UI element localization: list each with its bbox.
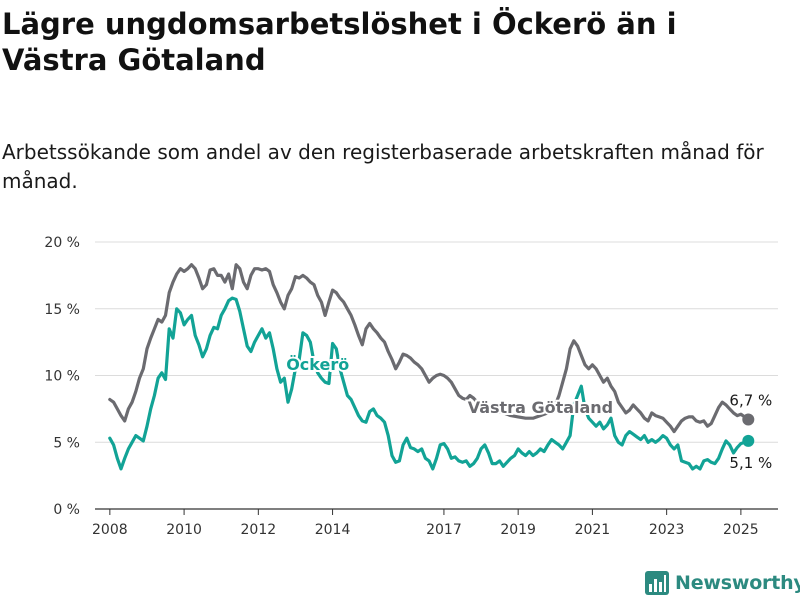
x-tick-label: 2010 bbox=[166, 522, 202, 538]
x-tick-label: 2021 bbox=[575, 522, 611, 538]
x-tick-label: 2019 bbox=[500, 522, 536, 538]
x-tick-label: 2023 bbox=[649, 522, 685, 538]
chart-subtitle: Arbetssökande som andel av den registerb… bbox=[2, 140, 764, 193]
series-line-v-stra-g-taland bbox=[108, 263, 750, 434]
series-endpoint--cker- bbox=[742, 434, 755, 447]
end-value-label-ockero: 5,1 % bbox=[729, 454, 772, 472]
x-tick-label: 2025 bbox=[723, 522, 759, 538]
brand-name: Newsworthy bbox=[675, 572, 800, 594]
x-tick-label: 2014 bbox=[315, 522, 351, 538]
end-value-label-vastra-gotaland: 6,7 % bbox=[729, 392, 772, 410]
y-tick-label: 5 % bbox=[53, 435, 80, 451]
y-tick-label: 15 % bbox=[44, 302, 80, 318]
series-label--cker-: Öckerö bbox=[286, 355, 349, 374]
y-tick-label: 10 % bbox=[44, 369, 80, 385]
series-lines bbox=[108, 263, 750, 471]
y-tick-label: 0 % bbox=[53, 502, 80, 518]
series-labels: Västra Götaland Öckerö 6,7 % 5,1 % bbox=[284, 353, 774, 474]
brand[interactable]: Newsworthy bbox=[645, 568, 800, 598]
y-tick-label: 20 % bbox=[44, 235, 80, 251]
bar-chart-logo-icon bbox=[645, 571, 669, 595]
series-endpoint-v-stra-g-taland bbox=[742, 413, 755, 426]
series-line--cker- bbox=[108, 296, 750, 471]
axes: 0 % 5 % 10 % 15 % 20 % 2008 2010 2012 2014 2017 20… bbox=[44, 235, 758, 538]
x-tick-label: 2008 bbox=[92, 522, 128, 538]
x-tick-label: 2017 bbox=[426, 522, 462, 538]
series-label-v-stra-g-taland: Västra Götaland bbox=[468, 398, 613, 417]
chart-title: Lägre ungdomsarbetslöshet i Öckerö än i … bbox=[2, 7, 677, 77]
grid-lines bbox=[95, 241, 778, 510]
x-tick-label: 2012 bbox=[241, 522, 277, 538]
